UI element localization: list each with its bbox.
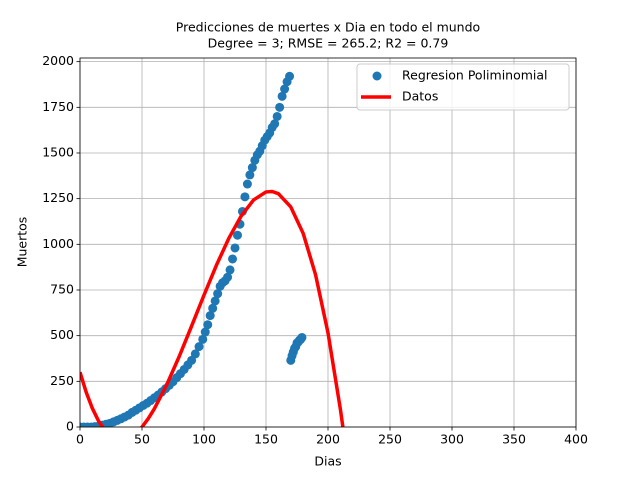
y-tick-label: 1750 — [42, 99, 74, 114]
x-tick-label: 350 — [502, 432, 526, 447]
scatter-point — [225, 265, 235, 275]
y-tick-label: 1500 — [42, 144, 74, 159]
scatter-point — [275, 102, 285, 112]
grid — [79, 58, 577, 428]
y-tick-label: 1250 — [42, 190, 74, 205]
y-tick-label: 1000 — [42, 236, 74, 251]
scatter-point — [240, 192, 250, 202]
x-tick-label: 200 — [316, 432, 340, 447]
scatter-point — [198, 334, 208, 344]
scatter-point — [210, 296, 220, 306]
legend-marker — [372, 71, 382, 81]
scatter-point — [232, 230, 242, 240]
legend-box — [356, 63, 570, 111]
scatter-point — [247, 163, 257, 173]
scatter-point — [208, 303, 218, 313]
x-tick-label: 250 — [378, 432, 402, 447]
y-tick-label: 250 — [50, 373, 74, 388]
legend: Regresion Poliminomial Datos — [356, 63, 570, 111]
scatter-point — [270, 119, 280, 129]
scatter-point — [190, 349, 200, 359]
chart-subtitle: Degree = 3; RMSE = 265.2; R2 = 0.79 — [208, 36, 449, 51]
scatter-point — [213, 289, 223, 299]
scatter-point — [200, 327, 210, 337]
scatter-point — [297, 332, 307, 342]
x-tick-label: 100 — [192, 432, 216, 447]
y-axis-label: Muertos — [15, 217, 30, 268]
scatter-point — [203, 320, 213, 330]
scatter-point — [228, 254, 238, 264]
scatter-point — [285, 71, 295, 81]
x-tick-label: 400 — [564, 432, 588, 447]
legend-label: Regresion Poliminomial — [402, 68, 548, 83]
x-tick-label: 50 — [134, 432, 150, 447]
x-tick-label: 0 — [76, 432, 84, 447]
plot-area — [80, 71, 345, 427]
chart-title: Predicciones de muertes x Dia en todo el… — [176, 20, 480, 35]
y-tick-label: 750 — [50, 281, 74, 296]
legend-label: Datos — [402, 89, 438, 104]
y-tick-label: 0 — [66, 419, 74, 434]
scatter-point — [205, 311, 215, 321]
scatter-point — [245, 170, 255, 180]
scatter-point — [242, 179, 252, 189]
scatter-point — [277, 91, 287, 101]
x-tick-label: 300 — [440, 432, 464, 447]
line — [80, 189, 345, 427]
scatter-point — [194, 342, 204, 352]
scatter-point — [230, 243, 240, 253]
scatter-point — [223, 272, 233, 282]
y-tick-label: 500 — [50, 327, 74, 342]
x-axis-label: Dias — [314, 454, 341, 469]
scatter-point — [272, 111, 282, 121]
x-tick-label: 150 — [254, 432, 278, 447]
y-tick-label: 2000 — [42, 53, 74, 68]
scatter-point — [280, 84, 290, 94]
